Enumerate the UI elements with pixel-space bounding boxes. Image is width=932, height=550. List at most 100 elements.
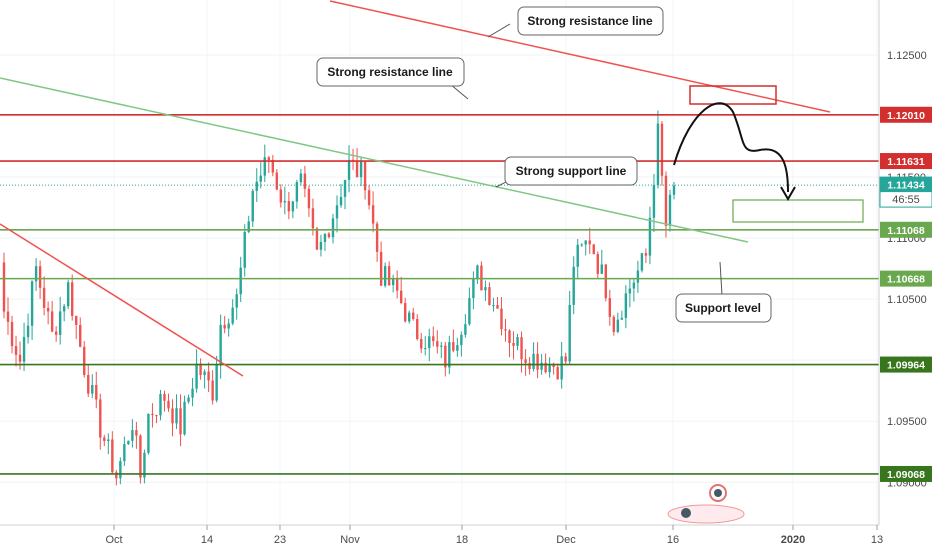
candle-up [191, 388, 194, 398]
candle-up [424, 348, 427, 350]
candle-down [608, 298, 612, 317]
time-scale[interactable]: Oct 14 23 Nov 18 Dec 16 2020 13 [105, 525, 883, 546]
candlesticks [2, 110, 676, 486]
candle-down [171, 408, 174, 424]
candle-down [327, 233, 331, 238]
candle-down [267, 157, 270, 161]
candle-down [556, 367, 559, 380]
callout-strong-resistance-lower[interactable]: Strong resistance line [316, 57, 465, 87]
candle-down [87, 374, 90, 394]
callout-connector [719, 261, 723, 296]
candle-up [408, 312, 411, 322]
price-tag-bg [880, 356, 932, 373]
candle-down [207, 371, 210, 381]
candle-down [592, 244, 595, 255]
candle-down [544, 362, 547, 373]
callout-strong-support[interactable]: Strong support line [504, 156, 638, 186]
candle-up [203, 371, 206, 376]
price-tag-bg [880, 153, 932, 170]
candle-down [6, 311, 10, 322]
candle-up [66, 282, 70, 307]
time-tick-label: 13 [871, 534, 883, 546]
callout-strong-resistance-upper[interactable]: Strong resistance line [517, 6, 664, 36]
candle-up [383, 266, 387, 286]
time-tick-label: 14 [201, 534, 213, 546]
candle-down [279, 189, 283, 203]
candle-up [231, 307, 234, 324]
candle-down [363, 161, 367, 191]
candle-up [263, 157, 266, 176]
candle-down [420, 339, 423, 349]
candle-up [259, 175, 262, 182]
chart-grid [0, 0, 879, 525]
candle-up [299, 173, 303, 183]
price-tag-label: 1.11631 [887, 156, 925, 168]
economic-events-icon[interactable] [667, 484, 745, 524]
horizontal-levels[interactable] [0, 113, 879, 475]
time-tick-label: 2020 [781, 534, 805, 546]
candle-up [620, 317, 624, 320]
candle-up [391, 278, 395, 286]
candle-up [624, 293, 628, 318]
candle-up [123, 444, 126, 462]
candle-down [179, 408, 182, 435]
candle-up [428, 336, 431, 349]
support-target-box[interactable] [732, 199, 864, 223]
candle-down [111, 439, 114, 473]
candle-up [319, 241, 323, 250]
candle-down [496, 305, 499, 309]
candle-up [616, 319, 620, 332]
resistance-target-box[interactable] [689, 85, 777, 105]
candle-down [50, 311, 54, 332]
falling-trendline[interactable] [0, 223, 244, 377]
candle-up [576, 244, 579, 267]
callout-label: Strong support line [516, 164, 627, 178]
strong-support-trendline[interactable] [0, 77, 749, 243]
callout-label: Strong resistance line [527, 14, 653, 28]
candle-up [648, 217, 652, 256]
price-tag-label: 1.11068 [887, 225, 925, 237]
time-tick-label: 23 [274, 534, 286, 546]
candle-up [235, 294, 238, 308]
candle-down [412, 312, 415, 320]
candle-down [644, 253, 648, 256]
time-tick-label: 18 [456, 534, 468, 546]
candle-down [604, 264, 607, 299]
candle-down [371, 205, 375, 224]
callout-connector [487, 23, 511, 38]
candle-up [331, 218, 335, 238]
candle-down [596, 254, 599, 274]
candle-up [323, 233, 327, 242]
candle-down [315, 228, 319, 250]
price-tag-bg [880, 221, 932, 238]
candle-down [303, 173, 307, 189]
candle-down [99, 399, 102, 438]
candle-up [632, 282, 636, 289]
candle-up [239, 267, 242, 295]
candle-up [652, 185, 656, 218]
candle-down [512, 342, 515, 346]
current-price-tag-fill [880, 177, 932, 193]
candle-down [311, 208, 315, 229]
candle-up [339, 196, 343, 206]
candle-up [472, 278, 475, 299]
candle-down [151, 413, 154, 416]
candle-down [660, 123, 664, 176]
strong-resistance-trendline[interactable] [329, 0, 831, 113]
candle-up [107, 439, 110, 442]
candle-down [488, 287, 491, 306]
candle-down [504, 329, 507, 331]
candle-up [548, 363, 551, 373]
candle-down [2, 262, 6, 312]
candle-down [14, 346, 18, 355]
candle-up [227, 323, 230, 329]
candle-countdown: 46:55 [892, 194, 920, 206]
candle-up [147, 413, 150, 453]
candle-up [516, 337, 519, 346]
candle-down [588, 240, 591, 245]
callout-support-level[interactable]: Support level [675, 293, 772, 323]
candle-down [103, 437, 106, 442]
candle-down [54, 331, 58, 335]
price-tag-label: 1.09068 [887, 469, 925, 481]
